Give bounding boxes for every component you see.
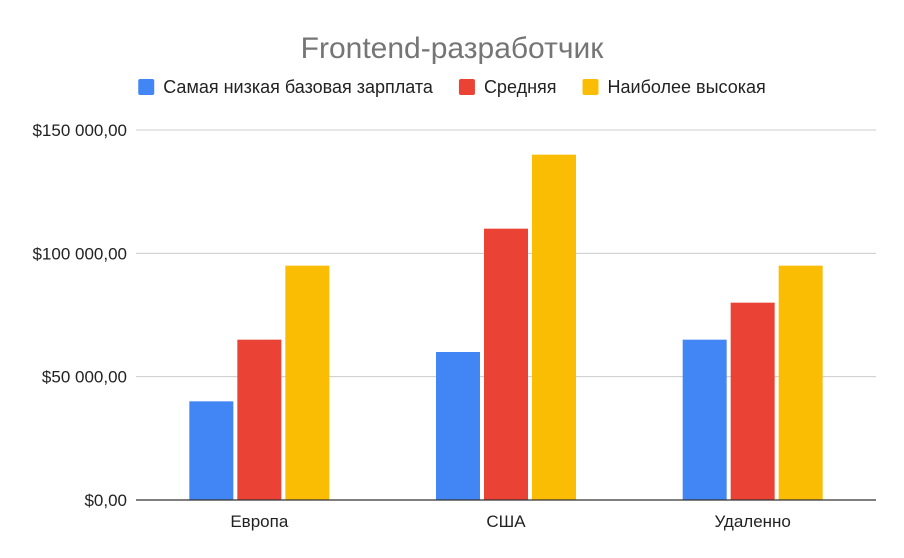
y-tick-label: $150 000,00 — [32, 121, 127, 140]
legend-item: Самая низкая базовая зарплата — [138, 77, 434, 97]
legend-item: Наиболее высокая — [582, 77, 766, 97]
legend-label: Самая низкая базовая зарплата — [163, 77, 434, 97]
x-tick-label: США — [486, 512, 526, 531]
legend-swatch — [582, 79, 599, 95]
legend: Самая низкая базовая зарплата Средняя Наиб… — [138, 77, 766, 97]
bar-1-2 — [532, 154, 576, 500]
legend-label: Наиболее высокая — [608, 77, 766, 97]
bar-0-1 — [237, 339, 282, 500]
bar-2-1 — [730, 302, 775, 500]
legend-swatch — [458, 79, 475, 95]
legend-item: Средняя — [458, 77, 557, 97]
legend-label: Средняя — [484, 77, 557, 97]
chart-title: Frontend-разработчик — [301, 32, 605, 65]
bar-1-1 — [484, 228, 528, 500]
x-axis-ticks: Европа США Удаленно — [230, 512, 791, 531]
x-tick-label: Удаленно — [714, 512, 790, 531]
y-tick-label: $50 000,00 — [42, 368, 127, 387]
bar-1-0 — [436, 352, 480, 500]
bar-0-2 — [285, 265, 330, 500]
y-tick-label: $0,00 — [84, 491, 127, 510]
bar-2-0 — [682, 339, 727, 500]
legend-swatch — [138, 79, 155, 95]
x-tick-label: Европа — [230, 512, 288, 531]
bar-0-0 — [189, 401, 234, 500]
y-tick-label: $100 000,00 — [32, 244, 127, 263]
y-axis-ticks: $0,00 $50 000,00 $100 000,00 $150 000,00 — [32, 121, 127, 510]
bar-2-2 — [778, 265, 823, 500]
bars — [189, 154, 823, 500]
